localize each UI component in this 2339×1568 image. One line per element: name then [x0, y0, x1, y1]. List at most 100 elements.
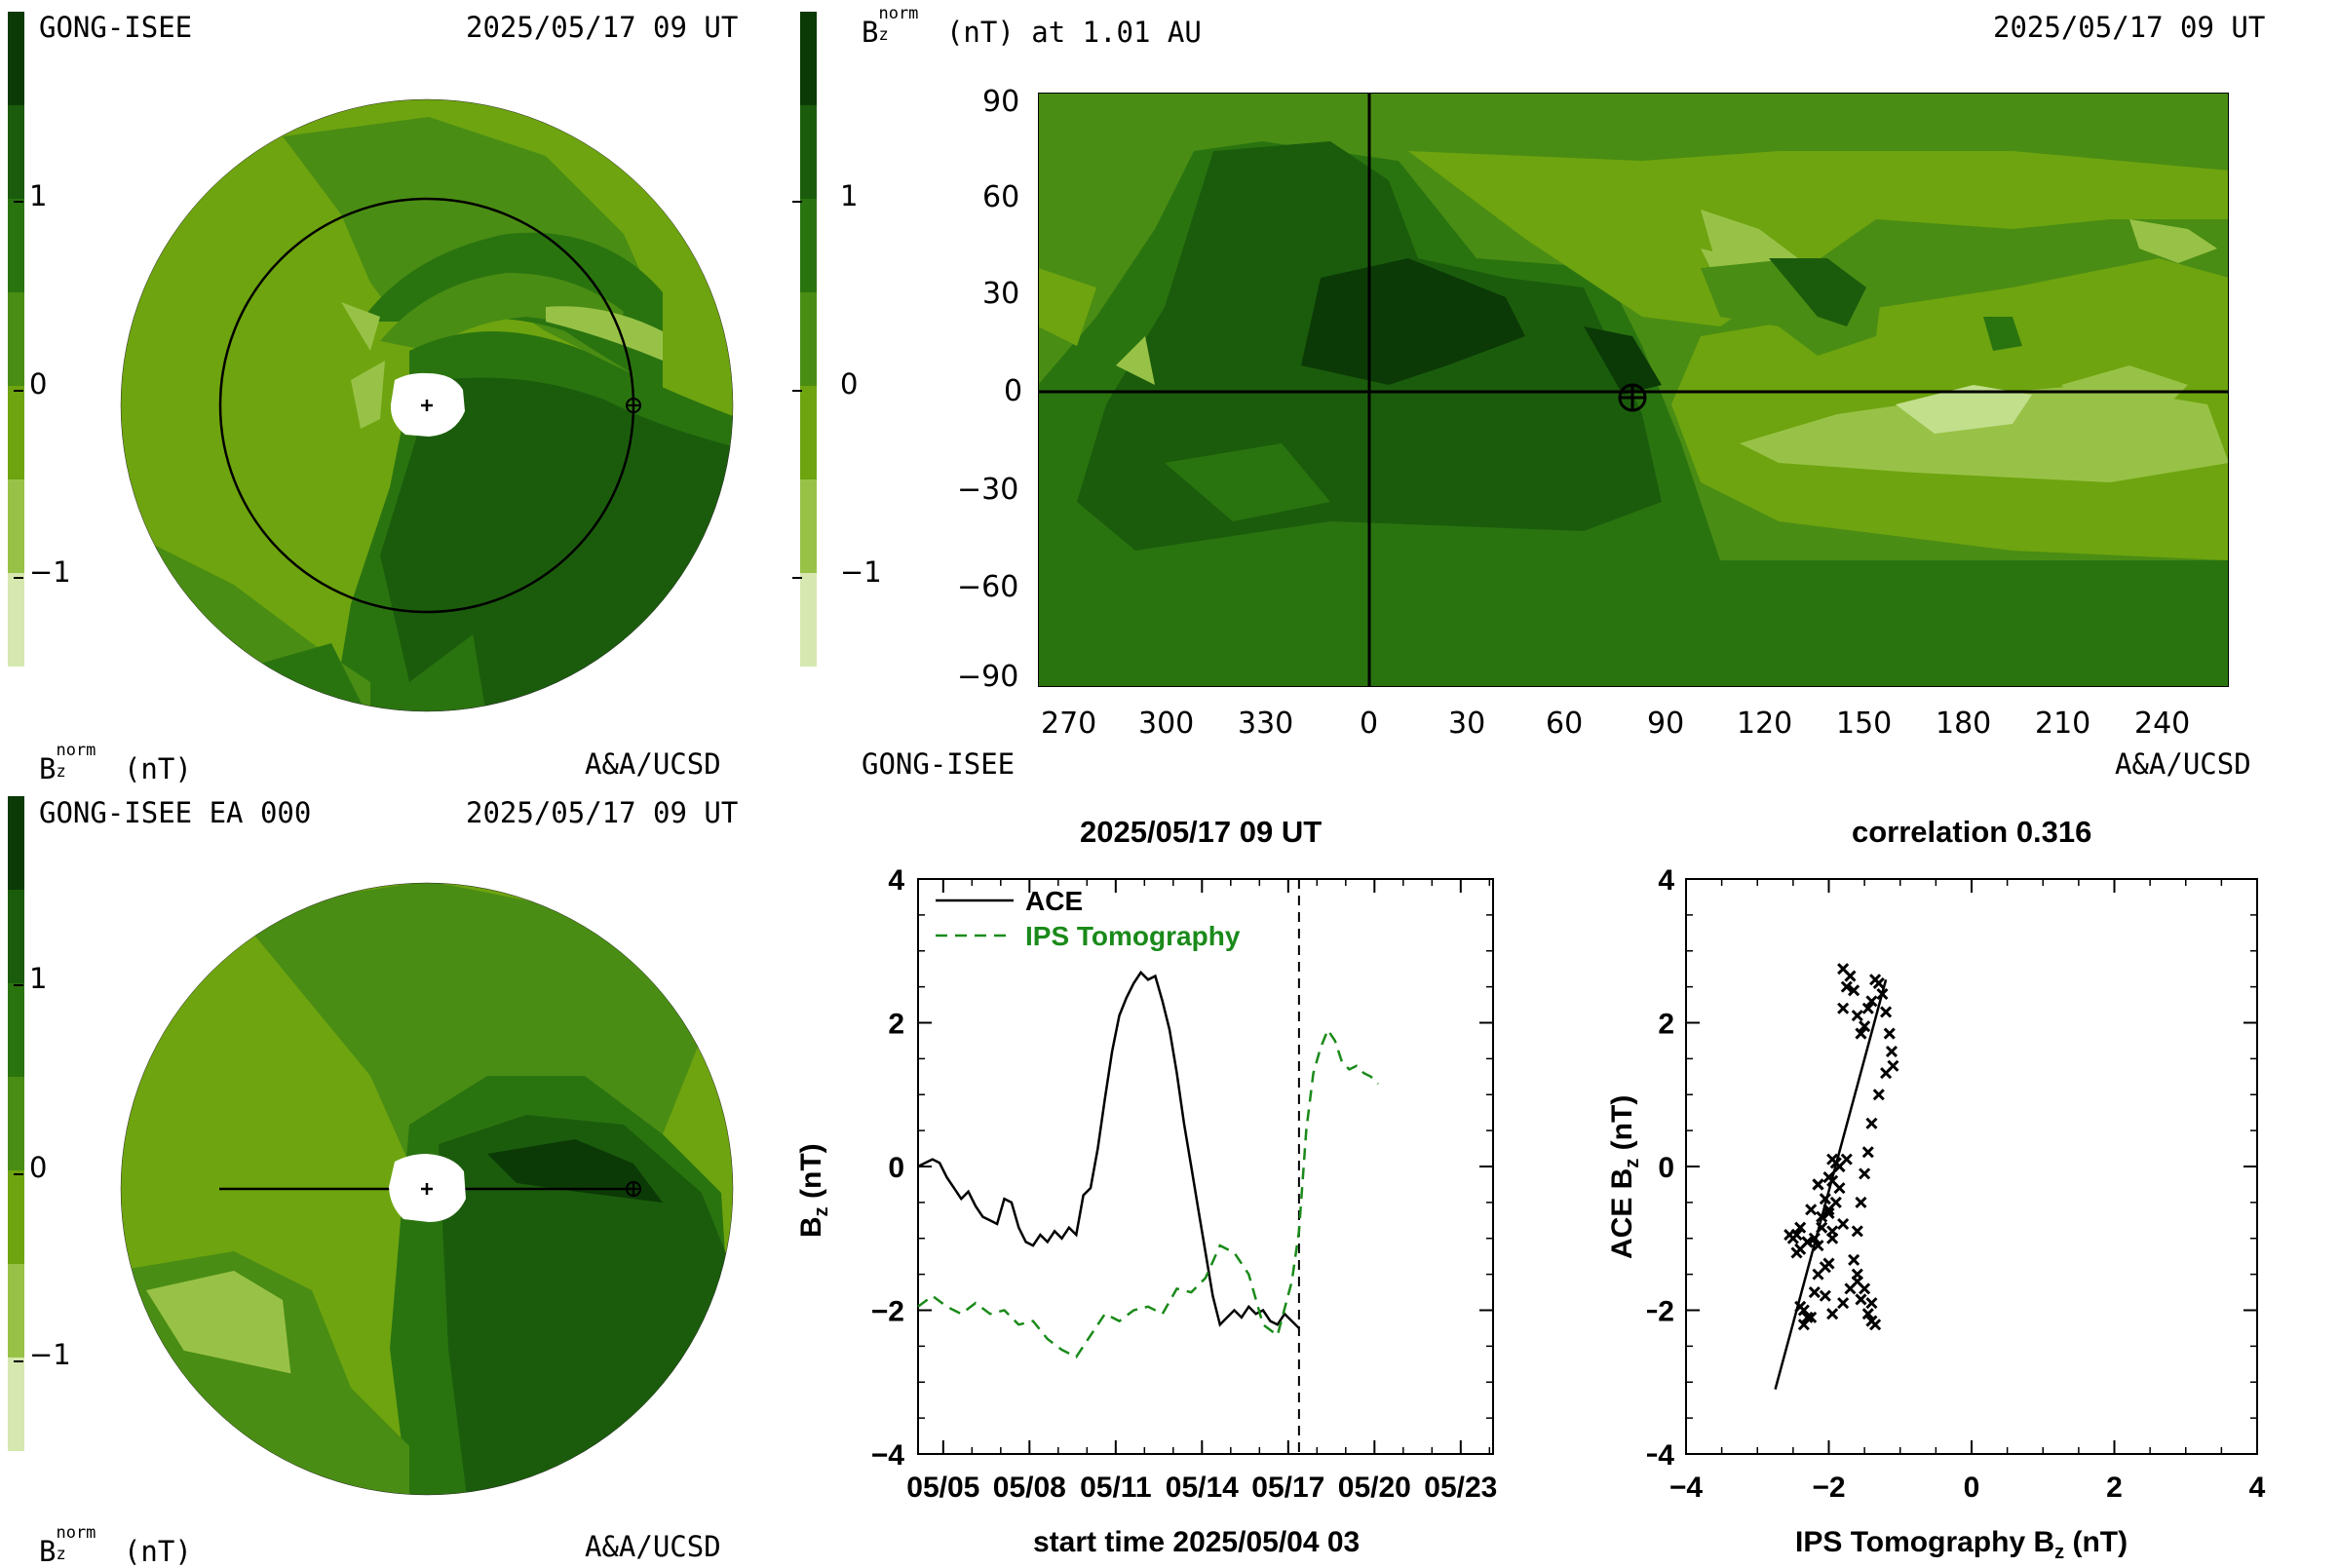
data-point-stroke: [1872, 976, 1885, 989]
data-point-stroke: [1880, 1067, 1893, 1080]
latitude-longitude-map: [1038, 93, 2229, 687]
data-point: [1855, 1196, 1867, 1208]
data-point: [1861, 1002, 1874, 1014]
colorbar-left-top: [8, 12, 24, 667]
y-tick-label: 0: [1658, 1152, 1674, 1184]
time-label: 2025/05/17 09 UT: [466, 11, 739, 44]
data-point: [1812, 1268, 1824, 1281]
time-label: 2025/05/17 09 UT: [466, 796, 739, 829]
x-tick-label: 05/23: [1424, 1472, 1497, 1504]
data-point-stroke: [1790, 1229, 1803, 1242]
x-tick-label: 05/20: [1338, 1472, 1411, 1504]
data-point: [1865, 1297, 1878, 1310]
data-point: [1829, 1196, 1842, 1208]
data-point: [1819, 1289, 1831, 1302]
data-point-stroke: [1855, 1196, 1867, 1208]
cbar-tick: 0: [29, 367, 48, 401]
data-point-stroke: [1808, 1286, 1821, 1299]
x-tick-label: 4: [2249, 1472, 2266, 1504]
x-tick-label: 0: [1360, 707, 1379, 741]
data-point-stroke: [1822, 1257, 1835, 1270]
data-point: [1819, 1193, 1831, 1205]
cbar-tick: 0: [29, 1151, 48, 1184]
source-label: GONG-ISEE: [862, 747, 1016, 781]
data-point-stroke: [1794, 1300, 1807, 1313]
cbar-tick: −1: [29, 555, 71, 589]
data-point: [1885, 1045, 1898, 1058]
data-point: [1851, 1225, 1863, 1238]
data-point: [1801, 1311, 1814, 1323]
y-tick-label: 4: [1658, 867, 1674, 897]
x-tick-label: 30: [1448, 707, 1486, 741]
heliosphere-polar-map: [120, 98, 734, 712]
series-ace-line: [917, 970, 1300, 1329]
data-point: [1855, 1293, 1867, 1306]
data-point-stroke: [1819, 1289, 1831, 1302]
x-tick-label: 240: [2134, 707, 2191, 741]
time-label: 2025/05/17 09 UT: [1993, 11, 2266, 44]
data-point-stroke: [1865, 1117, 1878, 1129]
y-tick-label: 4: [888, 867, 904, 897]
credit-label: A&A/UCSD: [585, 747, 721, 781]
data-point: [1840, 980, 1853, 993]
data-point: [1808, 1232, 1821, 1244]
data-point-stroke: [1844, 1282, 1857, 1295]
data-point: [1848, 984, 1860, 997]
plot-frame: [917, 878, 1494, 1455]
data-point-stroke: [1812, 1268, 1824, 1281]
y-tick-label: −4: [871, 1439, 905, 1472]
data-point: [1869, 1319, 1882, 1331]
x-tick-label: 90: [1647, 707, 1685, 741]
credit-label: A&A/UCSD: [2115, 747, 2251, 781]
cbar-tick: 1: [29, 962, 48, 995]
data-point: [1794, 1221, 1807, 1234]
data-point-stroke: [1819, 1193, 1831, 1205]
data-point: [1880, 1067, 1893, 1080]
data-point: [1844, 1282, 1857, 1295]
x-tick-label: −2: [1812, 1472, 1845, 1504]
data-point-stroke: [1855, 1293, 1867, 1306]
data-point: [1865, 995, 1878, 1008]
data-point: [1840, 1153, 1853, 1166]
data-point: [1826, 1308, 1839, 1320]
data-point: [1822, 1171, 1835, 1184]
data-point-stroke: [1872, 1089, 1885, 1101]
data-point-stroke: [1829, 1196, 1842, 1208]
x-tick-label: 2: [2106, 1472, 2123, 1504]
data-point-stroke: [1808, 1232, 1821, 1244]
data-point-stroke: [1840, 1153, 1853, 1166]
y-axis-label: ACE Bz (nT): [1606, 1094, 1643, 1259]
data-point-stroke: [1861, 1146, 1874, 1159]
data-point: [1797, 1319, 1810, 1331]
data-point: [1859, 1167, 1871, 1180]
data-point-stroke: [1837, 963, 1850, 975]
data-point: [1822, 1257, 1835, 1270]
data-point: [1790, 1246, 1803, 1259]
data-point: [1872, 976, 1885, 989]
data-point: [1801, 1236, 1814, 1248]
data-point-stroke: [1837, 1297, 1850, 1310]
data-point-stroke: [1837, 1217, 1850, 1231]
data-point-stroke: [1851, 1268, 1863, 1281]
source-label: GONG-ISEE EA 000: [39, 796, 312, 829]
data-point: [1812, 1240, 1824, 1252]
x-tick-label: 120: [1737, 707, 1793, 741]
data-point-stroke: [1861, 1002, 1874, 1014]
y-tick-label: 2: [1658, 1009, 1674, 1041]
source-label: GONG-ISEE: [39, 11, 193, 44]
data-point-stroke: [1812, 1240, 1824, 1252]
data-point: [1876, 987, 1889, 1001]
y-tick-label: −4: [1647, 1439, 1674, 1472]
data-point: [1865, 1117, 1878, 1129]
legend-label: ACE: [1025, 886, 1083, 916]
data-point: [1808, 1286, 1821, 1299]
colorbar-left-bottom: [8, 796, 24, 1451]
data-point-stroke: [1801, 1311, 1814, 1323]
x-tick-label: 180: [1936, 707, 1992, 741]
data-point: [1855, 1027, 1867, 1040]
data-point-stroke: [1822, 1206, 1835, 1219]
data-point: [1844, 970, 1857, 982]
data-point: [1861, 1146, 1874, 1159]
credit-label: A&A/UCSD: [585, 1530, 721, 1563]
x-tick-label: 0: [1964, 1472, 1980, 1504]
